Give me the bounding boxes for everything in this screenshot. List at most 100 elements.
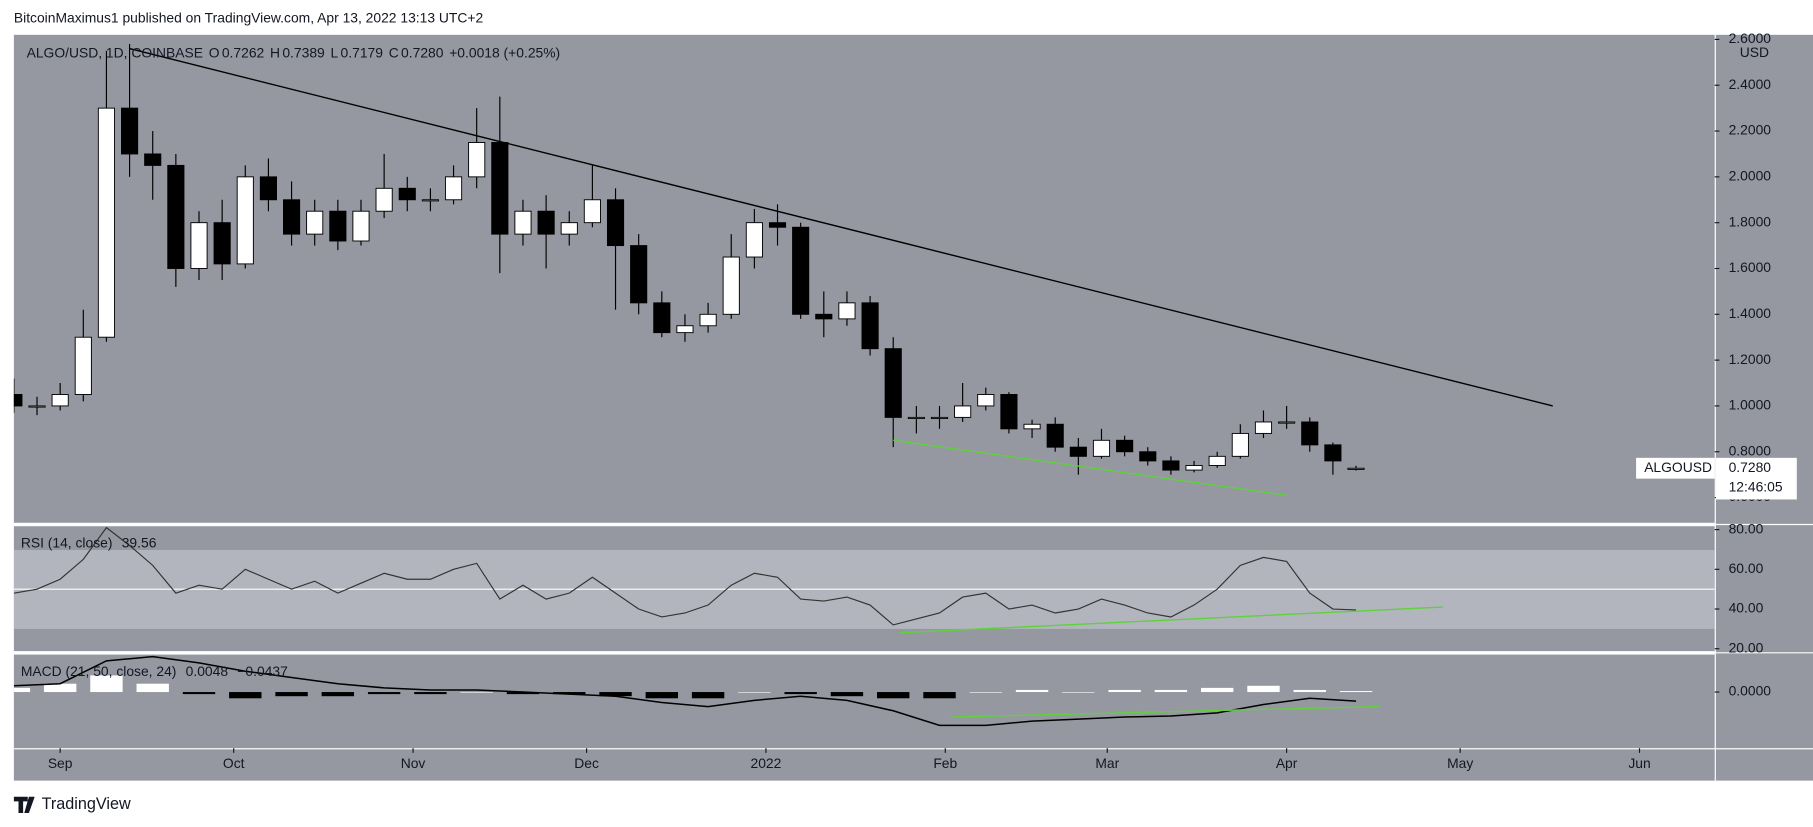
macd-legend: MACD (21, 50, close, 24) 0.0048 −0.0437 xyxy=(21,663,288,679)
x-tick-label: Nov xyxy=(401,755,426,771)
candle-body xyxy=(954,405,972,418)
candle-body xyxy=(1116,439,1134,453)
legend: ALGO/USD, 1D, COINBASE O 0.7262 H 0.7389 L 0.7… xyxy=(27,44,561,60)
candle-body xyxy=(468,142,486,178)
macd-histogram-bar xyxy=(1339,691,1373,693)
macd-histogram-bar xyxy=(738,692,771,693)
candle-body xyxy=(444,176,463,201)
x-tick-label: May xyxy=(1447,755,1473,771)
macd-last: −0.0437 xyxy=(237,663,288,679)
x-tick-label: Dec xyxy=(574,755,599,771)
candle-body xyxy=(537,210,555,235)
candle-body xyxy=(121,107,139,155)
candle-body xyxy=(1208,455,1226,466)
macd-histogram-bar xyxy=(1015,689,1049,693)
candle-body xyxy=(861,302,879,350)
trendline xyxy=(893,439,1287,496)
legend-item: 0.7262 xyxy=(222,44,265,60)
candle-body xyxy=(13,394,23,407)
brand: TradingView xyxy=(42,795,131,813)
candle-body xyxy=(1301,421,1319,446)
pane-group xyxy=(13,655,1373,727)
macd-histogram-bar xyxy=(553,692,586,695)
pane-group xyxy=(13,526,1715,629)
candle-body xyxy=(514,210,532,235)
legend-item: C xyxy=(389,44,399,60)
candle-body xyxy=(977,394,995,407)
published-by: BitcoinMaximus1 published on TradingView… xyxy=(14,9,484,25)
legend-item: ALGO/USD, 1D, COINBASE xyxy=(27,44,203,60)
macd-line xyxy=(13,655,1357,727)
legend-item: H xyxy=(270,44,280,60)
y-tick-label: 1.2000 xyxy=(1729,351,1772,367)
macd-histogram-bar xyxy=(136,683,169,693)
candle-body xyxy=(1139,451,1157,462)
candle-body xyxy=(745,222,763,258)
legend-item: L xyxy=(331,44,339,60)
candle-body xyxy=(97,107,115,338)
time-axis xyxy=(13,748,1813,781)
candle-body xyxy=(1231,432,1249,457)
macd-histogram-bar xyxy=(599,692,632,697)
candle-body xyxy=(699,313,717,327)
macd-histogram-bar xyxy=(830,692,864,697)
candle-body xyxy=(1254,421,1273,434)
price-pane xyxy=(13,34,1715,523)
macd-histogram-bar xyxy=(969,692,1002,693)
price-tag-symbol: ALGOUSD xyxy=(1644,459,1712,475)
y-tick-label: 60.00 xyxy=(1729,560,1764,576)
price-axis xyxy=(1714,34,1813,749)
y-tick-label: 2.0000 xyxy=(1729,168,1772,184)
candle-body xyxy=(676,325,694,334)
pane-group xyxy=(13,43,1365,475)
candle-body xyxy=(1023,423,1041,430)
price-tag-symbol-bg xyxy=(1636,457,1715,479)
candle-body xyxy=(306,210,324,235)
macd-histogram-bar xyxy=(414,692,447,695)
y-tick-label: 1.6000 xyxy=(1729,259,1772,275)
macd-pane xyxy=(13,654,1715,749)
x-tick-label: 2022 xyxy=(751,755,782,771)
x-tick-label: Sep xyxy=(48,755,73,771)
candle-body xyxy=(190,222,208,269)
candle-body xyxy=(1000,394,1018,430)
candle-body xyxy=(329,210,347,242)
tv-logo xyxy=(13,796,35,813)
x-tick-label: Apr xyxy=(1276,755,1298,771)
candle-body xyxy=(1185,465,1203,471)
candle-body xyxy=(352,210,370,242)
macd-histogram-bar xyxy=(1293,689,1326,693)
candle-body xyxy=(375,187,393,212)
candle-body xyxy=(1046,423,1064,448)
x-tick-label: Mar xyxy=(1095,755,1119,771)
candle-body xyxy=(1278,421,1296,424)
candle-body xyxy=(213,222,231,265)
legend-item: +0.0018 (+0.25%) xyxy=(449,44,560,60)
y-tick-label: 1.0000 xyxy=(1729,397,1772,413)
macd-histogram-bar xyxy=(645,692,679,699)
candle-body xyxy=(491,142,509,235)
y-tick-label: 20.00 xyxy=(1729,639,1764,655)
price-tag-countdown: 12:46:05 xyxy=(1729,479,1783,495)
candle-body xyxy=(838,302,856,320)
macd-histogram-bar xyxy=(1200,687,1234,693)
candle-body xyxy=(259,176,277,201)
candle-body xyxy=(421,199,439,202)
x-tick-label: Jun xyxy=(1628,755,1650,771)
candle-body xyxy=(907,416,925,420)
candle-body xyxy=(630,245,648,304)
candle-body xyxy=(792,226,810,315)
rsi-legend: RSI (14, close) 39.56 xyxy=(21,534,157,550)
candle-body xyxy=(653,302,671,334)
y-tick-label: 0.8000 xyxy=(1729,442,1772,458)
macd-histogram-bar xyxy=(321,692,355,697)
y-tick-label: 1.8000 xyxy=(1729,213,1772,229)
candle-body xyxy=(1347,467,1365,470)
rsi-title: RSI (14, close) xyxy=(21,534,113,550)
macd-histogram-bar xyxy=(43,683,77,693)
plot-layer: 0.60000.80001.00001.20001.40001.60001.80… xyxy=(13,30,1797,771)
macd-histogram-bar xyxy=(229,692,262,699)
y-tick-label: 80.00 xyxy=(1729,520,1764,536)
macd-hist-last: 0.0048 xyxy=(186,663,229,679)
